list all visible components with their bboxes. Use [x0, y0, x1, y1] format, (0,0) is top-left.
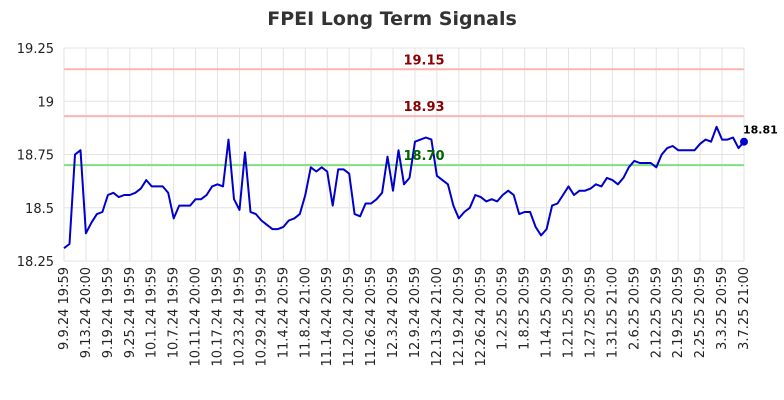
x-tick-label: 9.25.24 19:59 — [123, 267, 138, 358]
x-tick-label: 9.13.24 20:00 — [79, 267, 94, 358]
x-tick-label: 1.31.25 21:00 — [605, 267, 620, 358]
x-tick-label: 2.25.25 20:59 — [693, 267, 708, 358]
x-tick-label: 12.13.24 21:00 — [430, 267, 445, 367]
reference-line-label: 18.70 — [403, 149, 444, 164]
x-tick-label: 10.1.24 19:59 — [145, 267, 160, 358]
x-tick-label: 10.11.24 20:00 — [189, 267, 204, 367]
x-tick-label: 3.3.25 20:59 — [715, 267, 730, 350]
x-tick-label: 1.14.25 20:59 — [540, 267, 555, 358]
x-tick-label: 10.17.24 19:59 — [211, 267, 226, 367]
x-tick-label: 11.26.24 20:59 — [364, 267, 379, 367]
x-axis: 9.9.24 19:59 9.13.24 20:00 9.19.24 19:59 9.… — [57, 267, 752, 367]
x-tick-label: 12.19.24 20:59 — [452, 267, 467, 367]
x-tick-label: 12.3.24 20:59 — [386, 267, 401, 358]
series-line — [63, 125, 745, 249]
grid — [63, 47, 745, 262]
x-tick-label: 2.6.25 20:59 — [627, 267, 642, 350]
y-tick-label: 18.75 — [17, 149, 54, 164]
x-tick-label: 11.4.24 20:59 — [276, 267, 291, 358]
x-tick-label: 1.2.25 20:59 — [496, 267, 511, 350]
last-value-label: 18.81 — [743, 124, 778, 137]
x-tick-label: 10.23.24 19:59 — [232, 267, 247, 367]
reference-line-label: 18.93 — [403, 100, 444, 115]
x-tick-label: 9.19.24 19:59 — [101, 267, 116, 358]
reference-line-label: 19.15 — [403, 53, 444, 68]
x-tick-label: 12.9.24 20:59 — [408, 267, 423, 358]
x-tick-label: 12.26.24 20:59 — [474, 267, 489, 367]
last-point-marker — [740, 137, 748, 146]
x-tick-label: 11.8.24 21:00 — [298, 267, 313, 358]
last-point: 18.81 — [740, 124, 778, 146]
x-tick-label: 10.29.24 19:59 — [254, 267, 269, 367]
series-lines — [63, 125, 745, 249]
x-tick-label: 11.14.24 20:59 — [320, 267, 335, 367]
chart-title: FPEI Long Term Signals — [267, 8, 517, 30]
x-tick-label: 1.21.25 20:59 — [562, 267, 577, 358]
x-tick-label: 3.7.25 21:00 — [737, 267, 752, 350]
x-tick-label: 9.9.24 19:59 — [57, 267, 72, 350]
y-tick-label: 18.25 — [17, 255, 54, 270]
x-tick-label: 1.27.25 20:59 — [583, 267, 598, 358]
x-tick-label: 2.19.25 20:59 — [671, 267, 686, 358]
y-axis: 18.25 18.5 18.75 19 19.25 — [17, 42, 54, 270]
x-tick-label: 2.12.25 20:59 — [649, 267, 664, 358]
x-tick-label: 11.20.24 20:59 — [342, 267, 357, 367]
reference-labels: 19.15 18.93 18.70 — [403, 53, 444, 164]
y-tick-label: 18.5 — [25, 202, 54, 217]
x-tick-label: 10.7.24 19:59 — [167, 267, 182, 358]
x-tick-label: 1.8.25 20:59 — [518, 267, 533, 350]
y-tick-label: 19 — [37, 95, 54, 110]
y-tick-label: 19.25 — [17, 42, 54, 57]
